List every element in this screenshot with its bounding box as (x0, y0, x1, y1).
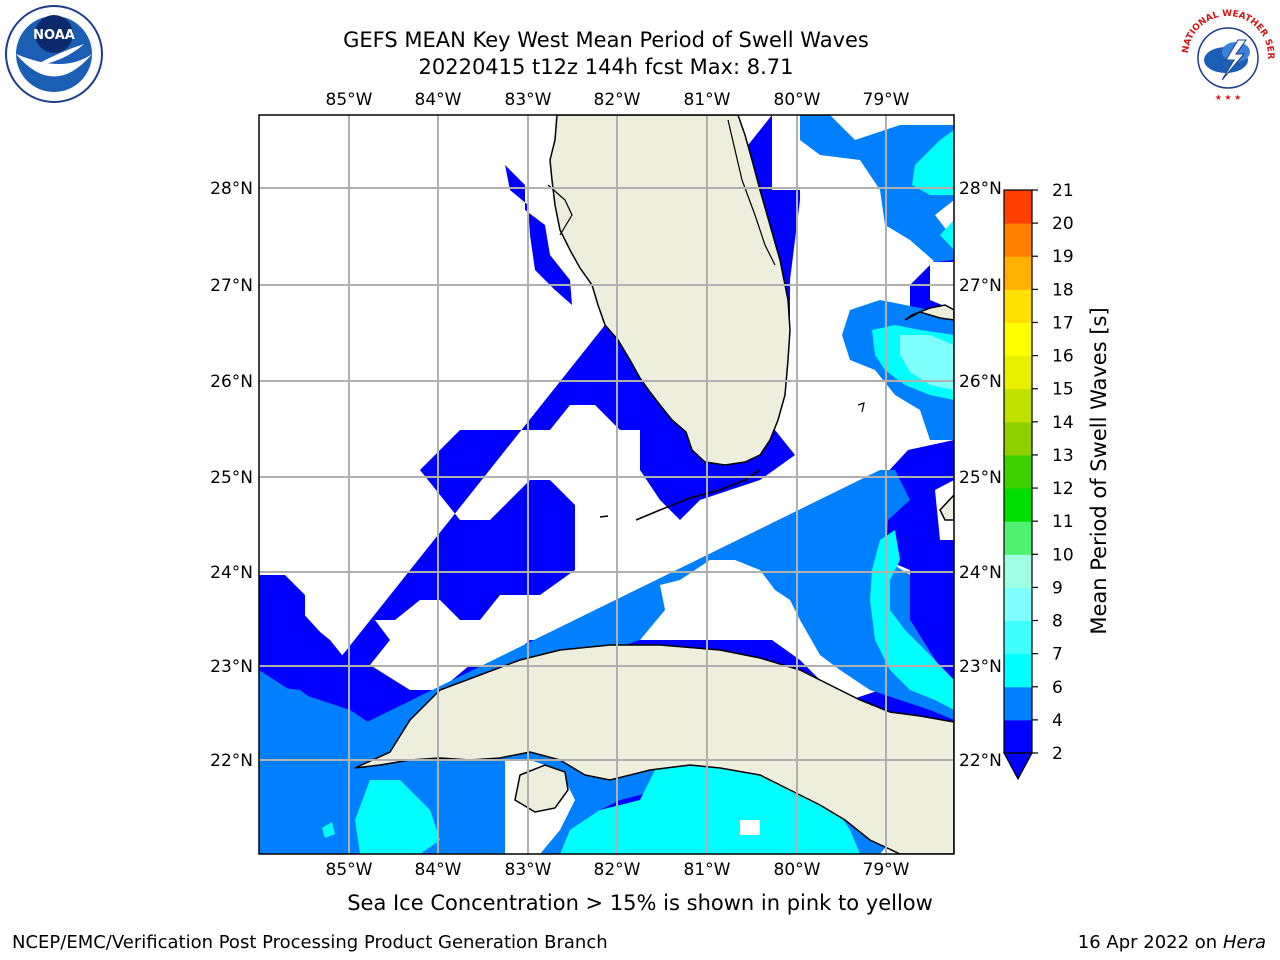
lon-label-bottom: 80°W (774, 860, 821, 880)
colorbar-tick-label: 12 (1052, 479, 1074, 499)
lon-labels: 85°W 84°W 83°W 82°W 81°W 80°W 79°W 85°W … (326, 90, 910, 880)
colorbar-tick-label: 10 (1052, 545, 1074, 565)
colorbar-tick-label: 15 (1052, 380, 1074, 400)
credit-date: 16 Apr 2022 on Hera (1078, 932, 1266, 953)
lon-label-top: 85°W (326, 90, 373, 110)
map-area (259, 115, 954, 854)
colorbar-segment (1004, 454, 1032, 489)
lon-label-bottom: 83°W (505, 860, 552, 880)
colorbar-tick-label: 17 (1052, 313, 1074, 333)
lon-label-bottom: 79°W (863, 860, 910, 880)
map-subtitle: 20220415 t12z 144h fcst Max: 8.71 (418, 55, 794, 79)
colorbar-segment (1004, 587, 1032, 622)
credit-branch: NCEP/EMC/Verification Post Processing Pr… (12, 932, 608, 953)
svg-text:NOAA: NOAA (33, 28, 75, 43)
colorbar-label: Mean Period of Swell Waves [s] (1087, 307, 1111, 634)
colorbar-segment (1004, 488, 1032, 522)
colorbar-tick-label: 21 (1052, 181, 1074, 201)
colorbar-tick-label: 6 (1052, 678, 1063, 698)
lat-label-left: 27°N (210, 276, 253, 296)
sea-ice-note: Sea Ice Concentration > 15% is shown in … (347, 891, 933, 915)
colorbar-tick-label: 16 (1052, 347, 1074, 367)
lat-labels: 28°N 27°N 26°N 25°N 24°N 23°N 22°N 28°N … (210, 179, 1002, 771)
florida-land (549, 115, 791, 466)
colorbar-segment (1004, 388, 1032, 423)
bahamas-land (904, 304, 954, 321)
lon-label-bottom: 81°W (684, 860, 731, 880)
colorbar-segment (1004, 554, 1032, 588)
map-frame (258, 114, 955, 855)
lon-label-top: 80°W (774, 90, 821, 110)
lat-label-left: 22°N (210, 751, 253, 771)
lon-label-top: 84°W (415, 90, 462, 110)
lat-label-right: 24°N (959, 563, 1002, 583)
lat-label-right: 28°N (959, 179, 1002, 199)
lat-label-right: 26°N (959, 372, 1002, 392)
colorbar-segment (1004, 322, 1032, 357)
colorbar-tick-label: 20 (1052, 214, 1074, 234)
lat-label-left: 28°N (210, 179, 253, 199)
lat-label-left: 23°N (210, 657, 253, 677)
colorbar-tick-label: 13 (1052, 446, 1074, 466)
lon-label-bottom: 82°W (594, 860, 641, 880)
nws-logo: NATIONAL WEATHER SERVICE ★ ★ ★ (1175, 0, 1278, 108)
colorbar-tick-label: 8 (1052, 612, 1063, 632)
lat-label-right: 23°N (959, 657, 1002, 677)
gridlines (259, 115, 954, 854)
svg-text:★ ★ ★: ★ ★ ★ (1215, 93, 1242, 102)
colorbar-tick-label: 19 (1052, 247, 1074, 267)
colorbar-segment (1004, 223, 1032, 257)
colorbar-segment (1004, 653, 1032, 688)
colorbar-segment (1004, 521, 1032, 555)
map-title: GEFS MEAN Key West Mean Period of Swell … (343, 28, 869, 52)
lon-label-top: 81°W (684, 90, 731, 110)
noaa-logo: NOAA (4, 4, 104, 108)
colorbar-segment (1004, 190, 1032, 224)
credit-machine: Hera (1222, 932, 1266, 953)
colorbar-extend-arrow (1002, 752, 1034, 781)
colorbar-segment (1004, 256, 1032, 290)
colorbar-tick-label: 14 (1052, 413, 1074, 433)
lon-label-top: 79°W (863, 90, 910, 110)
colorbar: 2 4 6 7 8 9 10 11 12 13 14 15 16 17 18 19 20 21 (1002, 181, 1074, 781)
lat-label-right: 27°N (959, 276, 1002, 296)
lat-label-right: 25°N (959, 468, 1002, 488)
colorbar-tick-label: 11 (1052, 512, 1074, 532)
cuba-land (354, 644, 954, 854)
lat-label-left: 25°N (210, 468, 253, 488)
lon-label-top: 82°W (594, 90, 641, 110)
colorbar-segment (1004, 686, 1032, 721)
colorbar-segment (1004, 289, 1032, 323)
credit-date-text: 16 Apr 2022 on (1077, 932, 1223, 953)
lat-label-left: 24°N (210, 563, 253, 583)
colorbar-tick-label: 18 (1052, 280, 1074, 300)
lon-label-bottom: 85°W (326, 860, 373, 880)
colorbar-segment (1004, 355, 1032, 390)
lat-label-right: 22°N (959, 751, 1002, 771)
lat-label-left: 26°N (210, 372, 253, 392)
lon-label-bottom: 84°W (415, 860, 462, 880)
colorbar-segment (1004, 620, 1032, 655)
colorbar-segment (1004, 719, 1032, 754)
lon-label-top: 83°W (505, 90, 552, 110)
colorbar-tick-label: 2 (1052, 744, 1063, 764)
colorbar-frame (1003, 189, 1033, 754)
colorbar-segment (1004, 421, 1032, 456)
colorbar-tick-label: 9 (1052, 578, 1063, 598)
colorbar-tick-label: 7 (1052, 645, 1063, 665)
colorbar-tick-label: 4 (1052, 711, 1063, 731)
